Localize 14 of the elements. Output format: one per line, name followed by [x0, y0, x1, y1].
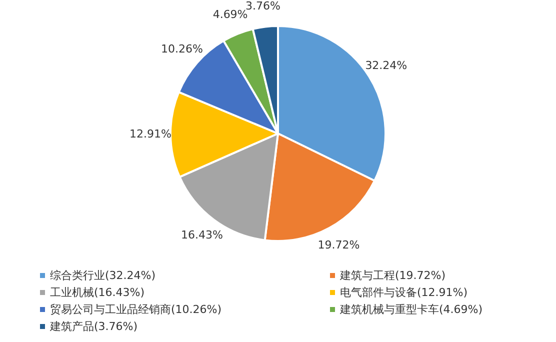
legend-label: 建筑产品(3.76%)	[50, 319, 138, 334]
legend-label: 工业机械(16.43%)	[50, 285, 145, 300]
legend-label: 综合类行业(32.24%)	[50, 268, 156, 283]
data-label: 3.76%	[246, 0, 280, 13]
legend-label: 电气部件与设备(12.91%)	[340, 285, 468, 300]
legend-label: 贸易公司与工业品经销商(10.26%)	[50, 302, 222, 317]
data-label: 32.24%	[365, 58, 408, 72]
legend-label: 建筑机械与重型卡车(4.69%)	[340, 302, 483, 317]
data-label: 19.72%	[318, 238, 360, 252]
data-label: 4.69%	[212, 8, 248, 22]
data-label: 16.43%	[180, 228, 223, 242]
data-label: 12.91%	[130, 128, 172, 141]
legend-label: 建筑与工程(19.72%)	[340, 268, 446, 283]
data-label: 10.26%	[160, 42, 203, 56]
